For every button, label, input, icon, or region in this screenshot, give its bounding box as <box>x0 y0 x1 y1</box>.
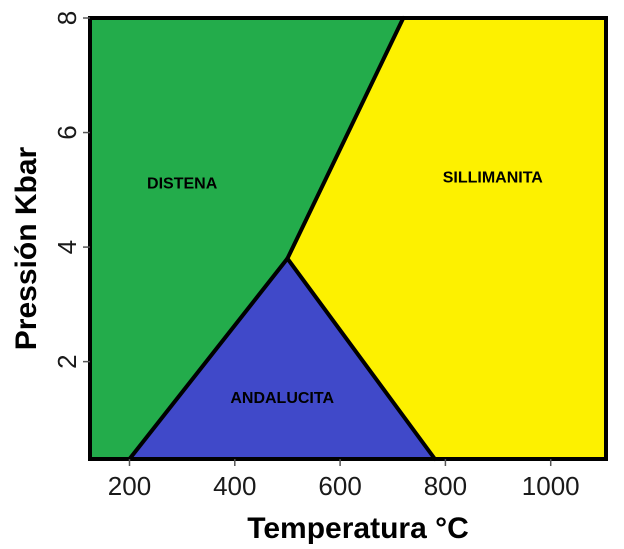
x-axis-title: Temperatura °C <box>247 512 469 545</box>
region-label-andalucita: ANDALUCITA <box>230 390 334 407</box>
axis-ticks: 200 400 600 800 1000 2 4 6 8 <box>52 11 580 501</box>
region-labels: DISTENA ANDALUCITA SILLIMANITA <box>147 170 543 408</box>
region-sillimanita <box>287 18 606 459</box>
region-andalucita <box>129 258 435 459</box>
phase-boundary-line <box>127 256 290 461</box>
plot-frame <box>88 16 608 461</box>
phase-boundaries <box>127 16 437 461</box>
y-axis-title: Pressión Kbar <box>10 146 43 350</box>
phase-regions <box>90 18 606 459</box>
x-tick-label: 600 <box>318 471 361 501</box>
phase-boundary-line <box>285 16 406 261</box>
x-tick-label: 200 <box>108 471 151 501</box>
y-tick-label: 6 <box>52 125 82 139</box>
region-distena <box>90 18 404 459</box>
x-tick-label: 800 <box>424 471 467 501</box>
region-label-distena: DISTENA <box>147 175 218 192</box>
y-tick-label: 4 <box>52 240 82 254</box>
phase-boundary-line <box>285 256 437 461</box>
y-tick-label: 8 <box>52 11 82 25</box>
x-tick-label: 1000 <box>522 471 580 501</box>
y-tick-label: 2 <box>52 354 82 368</box>
region-label-sillimanita: SILLIMANITA <box>443 170 544 187</box>
x-tick-label: 400 <box>213 471 256 501</box>
